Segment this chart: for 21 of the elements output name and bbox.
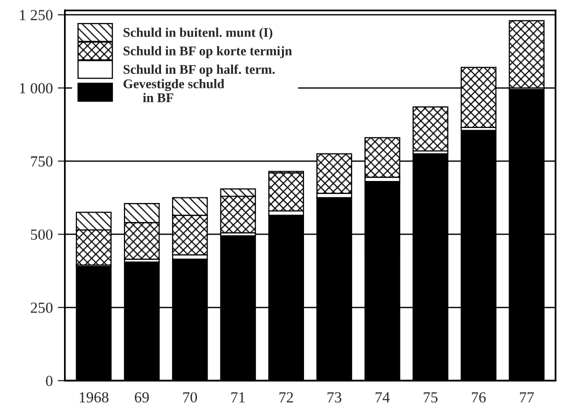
x-tick-label: 74 [376, 392, 390, 402]
x-tick-label: 75 [424, 392, 438, 403]
x-tick-label: 1968 [80, 392, 108, 403]
x-tick-label: 70 [183, 392, 197, 403]
y-tick-label: 0 [46, 376, 52, 386]
y-tick-label: 250 [30, 302, 52, 313]
bar [412, 106, 448, 152]
legend-label: Gevestigde schuld in BF [124, 79, 224, 102]
x-tick-label: 73 [328, 392, 342, 403]
legend-label: Schuld in buitenl. munt (I) [124, 28, 272, 40]
y-tick-label: 750 [31, 156, 52, 167]
y-tick-label: 1 250 [20, 10, 52, 20]
x-tick-label: 69 [134, 392, 149, 403]
x-tick-label: 72 [280, 392, 293, 402]
legend-label: Schuld in BF op korte termijn [124, 46, 292, 58]
x-tick-label: 76 [472, 392, 486, 403]
legend-label: Schuld in BF op half. term. [124, 64, 275, 77]
y-tick-label: 500 [31, 229, 52, 240]
x-tick-label: 71 [231, 392, 245, 402]
x-tick-label: 77 [520, 392, 534, 402]
y-tick-label: 1 000 [20, 83, 52, 94]
